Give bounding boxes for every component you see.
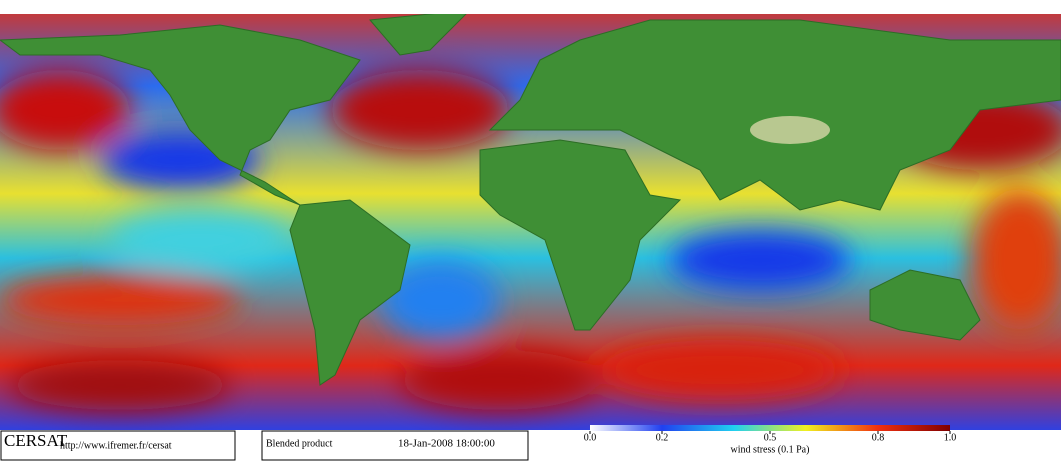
date: 18-Jan-2008 18:00:00 [398,438,495,450]
url: http://www.ifremer.fr/cersat [60,440,172,451]
colorbar-label: wind stress (0.1 Pa) [731,444,810,455]
colorbar-tick-label: 0.5 [764,432,777,443]
colorbar [590,425,950,431]
polar-mask [0,0,1061,14]
product: Blended product [266,438,333,449]
land [0,9,1061,386]
colorbar-tick-label: 0.8 [872,432,885,443]
product-box [261,430,529,461]
logo: CERSAT [4,431,68,450]
colorbar-tick-label: 0.2 [656,432,669,443]
colorbar-tick-label: 1.0 [944,432,957,443]
colorbar-tick-label: 0.0 [584,432,597,443]
logo-box [0,430,236,461]
